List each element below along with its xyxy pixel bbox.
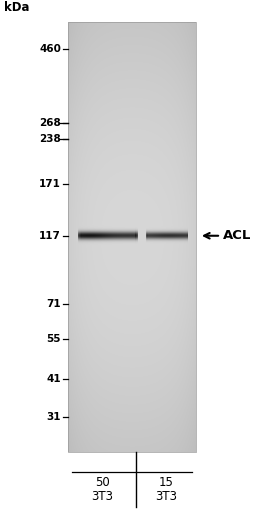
Text: 55: 55 [47, 334, 61, 344]
Text: 460: 460 [39, 44, 61, 54]
Text: 3T3: 3T3 [91, 489, 113, 502]
Text: 171: 171 [39, 179, 61, 189]
Text: 238: 238 [39, 134, 61, 144]
Text: 15: 15 [158, 475, 173, 488]
Text: kDa: kDa [4, 1, 29, 14]
Text: 41: 41 [46, 374, 61, 384]
Text: 117: 117 [39, 231, 61, 241]
Text: 31: 31 [47, 412, 61, 422]
Text: 71: 71 [46, 299, 61, 309]
Text: 3T3: 3T3 [155, 489, 177, 502]
Bar [68, 22, 196, 452]
Text: ACL: ACL [223, 229, 251, 242]
Text: 268: 268 [39, 118, 61, 127]
Text: 50: 50 [95, 475, 109, 488]
